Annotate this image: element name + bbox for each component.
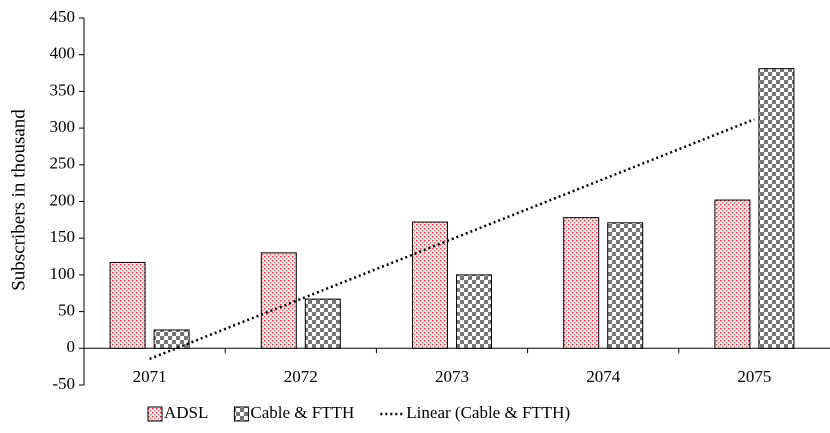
x-tick-label: 2073 bbox=[435, 367, 469, 386]
bar bbox=[412, 221, 448, 349]
legend-label: Cable & FTTH bbox=[250, 403, 354, 422]
y-tick-label: 400 bbox=[50, 44, 76, 63]
y-tick-label: 50 bbox=[58, 301, 75, 320]
y-tick-label: 0 bbox=[67, 337, 76, 356]
bar bbox=[109, 261, 146, 349]
y-tick-label: 300 bbox=[50, 117, 76, 136]
y-tick-label: -50 bbox=[52, 374, 75, 393]
y-tick-label: 100 bbox=[50, 264, 76, 283]
y-tick-label: 200 bbox=[50, 190, 76, 209]
bar bbox=[153, 329, 190, 349]
y-tick-label: 250 bbox=[50, 154, 76, 173]
legend-swatch bbox=[233, 406, 249, 422]
bar bbox=[607, 222, 644, 349]
legend-label: Linear (Cable & FTTH) bbox=[406, 403, 570, 422]
legend-label: ADSL bbox=[164, 403, 208, 422]
bar bbox=[714, 199, 751, 349]
bar bbox=[304, 298, 341, 349]
x-tick-label: 2074 bbox=[586, 367, 621, 386]
x-tick-label: 2071 bbox=[133, 367, 167, 386]
bar bbox=[758, 68, 795, 349]
y-tick-label: 450 bbox=[50, 7, 76, 26]
y-tick-label: 150 bbox=[50, 227, 76, 246]
y-tick-label: 350 bbox=[50, 80, 76, 99]
legend-swatch bbox=[147, 406, 163, 422]
trendline bbox=[149, 118, 755, 361]
x-tick-label: 2075 bbox=[737, 367, 771, 386]
bar bbox=[260, 252, 297, 349]
bar bbox=[456, 274, 492, 349]
bar bbox=[563, 217, 600, 349]
x-tick-label: 2072 bbox=[284, 367, 318, 386]
y-axis-label: Subscribers in thousand bbox=[8, 109, 29, 291]
